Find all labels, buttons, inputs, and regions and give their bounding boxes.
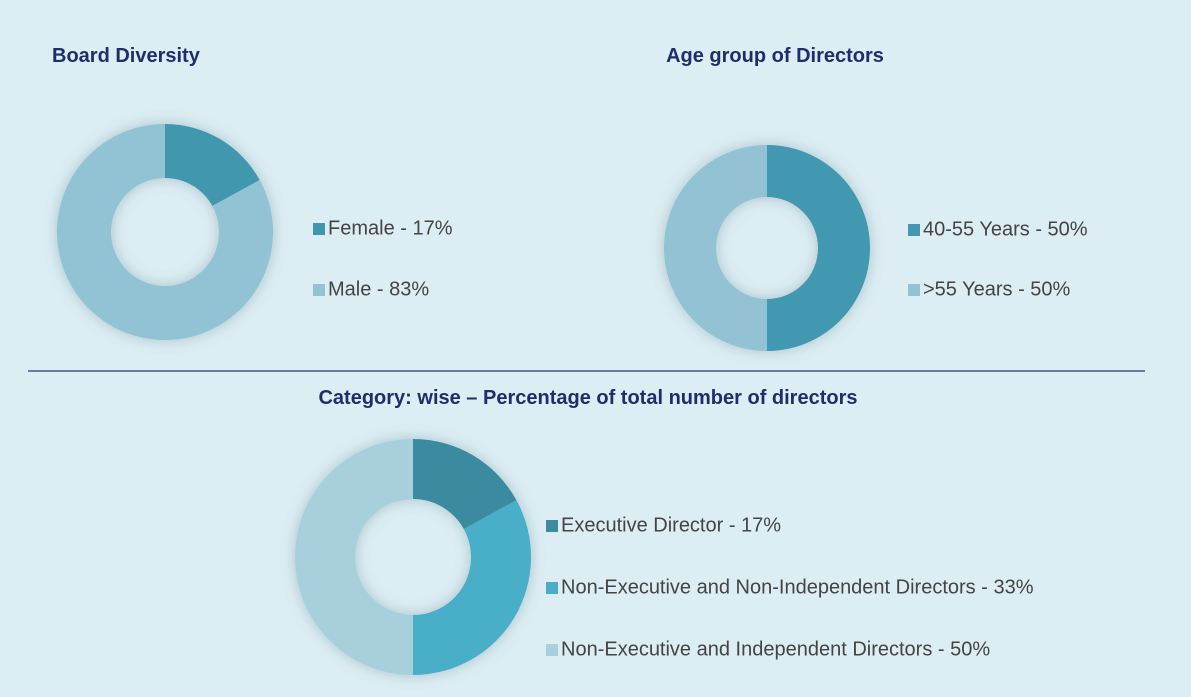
donut xyxy=(664,145,870,351)
donut-segment xyxy=(57,124,273,340)
chart-title: Age group of Directors xyxy=(666,45,884,67)
chart-title: Board Diversity xyxy=(52,45,201,67)
legend-label: >55 Years - 50% xyxy=(923,278,1071,300)
legend-label: 40-55 Years - 50% xyxy=(923,218,1088,240)
legend-label: Non-Executive and Non-Independent Direct… xyxy=(561,576,1034,598)
donut-segment xyxy=(664,145,767,351)
legend-swatch xyxy=(313,284,325,296)
legend-label: Female - 17% xyxy=(328,217,453,239)
donut-segment xyxy=(295,439,413,675)
donut xyxy=(295,439,531,675)
legend-swatch xyxy=(546,520,558,532)
legend-swatch xyxy=(546,644,558,656)
legend-label: Executive Director - 17% xyxy=(561,514,781,536)
legend-swatch xyxy=(908,224,920,236)
legend-swatch xyxy=(546,582,558,594)
donut-segment xyxy=(413,439,517,530)
donut-segment xyxy=(767,145,870,351)
legend-swatch xyxy=(908,284,920,296)
donut-segment xyxy=(413,500,531,675)
legend-label: Male - 83% xyxy=(328,278,429,300)
donut xyxy=(57,124,273,340)
legend-label: Non-Executive and Independent Directors … xyxy=(561,638,990,660)
chart-title: Category: wise – Percentage of total num… xyxy=(318,387,857,409)
donut-segment xyxy=(165,124,260,206)
legend-swatch xyxy=(313,223,325,235)
